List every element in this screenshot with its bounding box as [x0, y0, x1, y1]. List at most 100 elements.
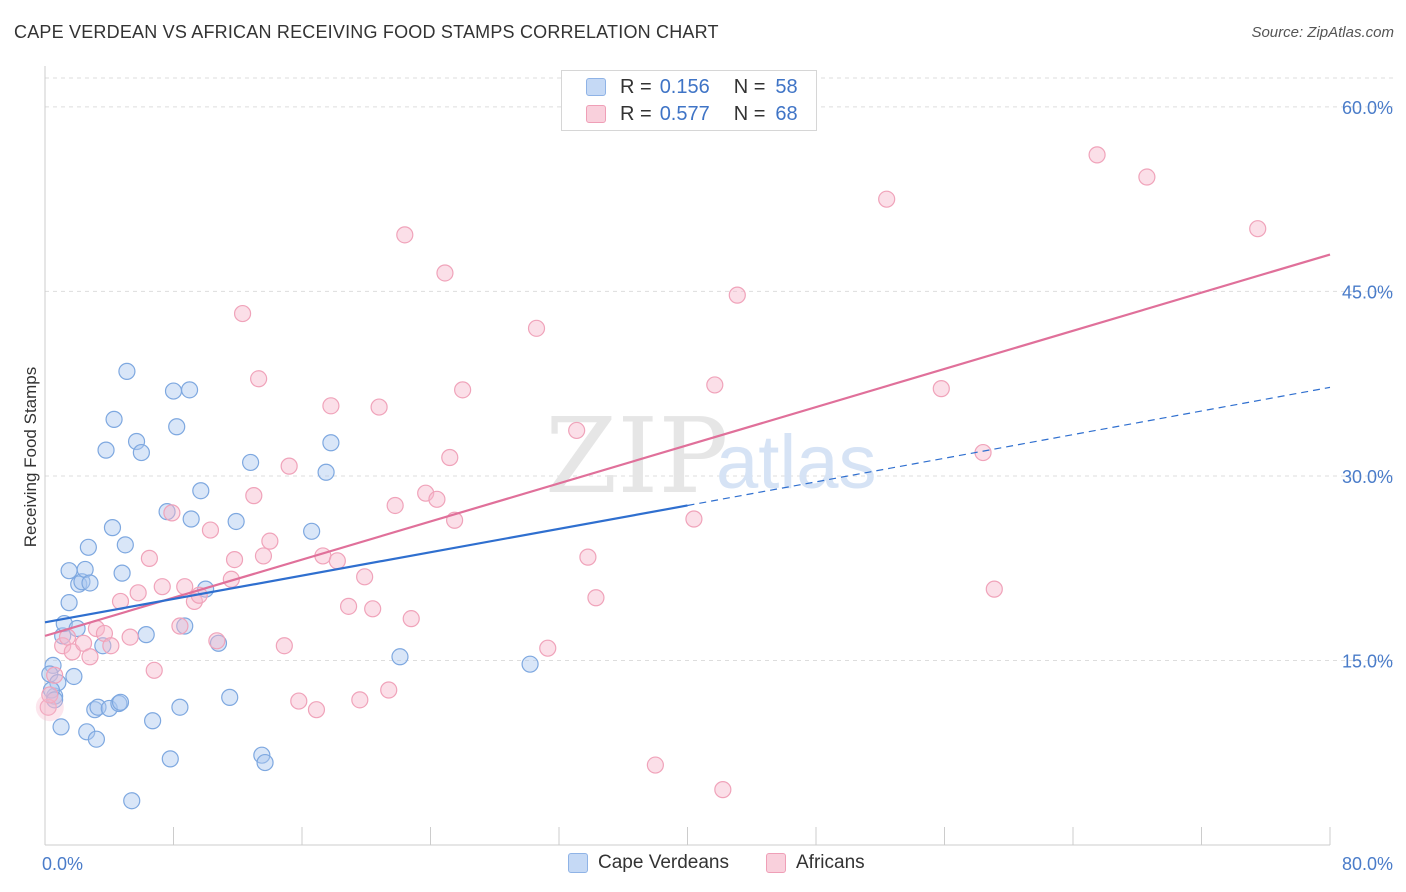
- african-point: [201, 521, 220, 539]
- cape-verdean-point: [76, 560, 94, 579]
- african-point: [322, 397, 340, 415]
- cape-verdean-point: [132, 443, 150, 462]
- african-point: [1088, 146, 1106, 164]
- african-point: [46, 666, 64, 684]
- african-point: [646, 756, 664, 774]
- y-tick-label: 15.0%: [1342, 651, 1393, 671]
- african-point: [539, 639, 557, 657]
- african-point: [370, 398, 388, 416]
- cape-verdean-trendline: [44, 504, 688, 624]
- bottom-legend-swatch-cape-verdeans: [568, 853, 588, 873]
- african-point: [685, 510, 703, 528]
- cape-verdean-point: [103, 519, 122, 537]
- african-point: [280, 457, 298, 475]
- cape-verdean-point: [60, 562, 78, 580]
- bottom-legend-cape-verdeans: Cape Verdeans: [568, 852, 729, 874]
- cape-verdean-point: [116, 536, 134, 554]
- axes: [44, 66, 1331, 846]
- cape-verdean-point: [521, 655, 539, 673]
- african-point: [527, 319, 546, 337]
- african-point: [1138, 168, 1156, 186]
- cape-verdean-point: [322, 434, 340, 452]
- african-point: [54, 637, 72, 655]
- african-point: [145, 661, 163, 679]
- x-tick-label: 0.0%: [42, 854, 83, 874]
- african-point: [386, 496, 404, 515]
- y-axis-label: Receiving Food Stamps: [21, 367, 40, 547]
- african-point: [568, 421, 586, 440]
- cape-verdean-point: [176, 617, 194, 635]
- african-point: [41, 686, 59, 704]
- african-point: [932, 380, 950, 398]
- cape-verdean-point: [113, 564, 131, 582]
- gridlines: [45, 77, 1394, 661]
- african-point: [39, 698, 57, 716]
- legend-swatch-cape-verdeans: [586, 78, 606, 96]
- african-point: [290, 692, 308, 710]
- legend-n-label: N =: [733, 75, 766, 98]
- african-point: [339, 597, 358, 615]
- cape-verdean-trendline-extension: [687, 386, 1331, 507]
- african-point: [102, 637, 120, 655]
- african-point: [364, 600, 382, 618]
- african-point: [81, 648, 99, 666]
- legend-row-africans: R = 0.577 N = 68: [586, 102, 798, 126]
- african-point: [153, 578, 171, 596]
- legend-row-cape-verdeans: R = 0.156 N = 58: [586, 75, 798, 99]
- cape-verdean-point: [87, 730, 106, 748]
- bottom-legend-africans: Africans: [766, 852, 865, 874]
- african-point: [356, 568, 374, 586]
- cape-verdean-point: [144, 712, 162, 730]
- african-point: [328, 552, 346, 570]
- african-point: [225, 551, 244, 569]
- bottom-legend-swatch-africans: [766, 853, 786, 873]
- bottom-legend-label: Africans: [796, 852, 865, 873]
- african-point: [254, 547, 273, 565]
- african-point: [1249, 220, 1267, 238]
- african-point: [261, 532, 279, 550]
- x-tick-label: 80.0%: [1342, 854, 1393, 874]
- cape-verdean-point: [221, 688, 239, 706]
- cape-verdean-point: [79, 538, 97, 556]
- y-tick-label: 60.0%: [1342, 98, 1393, 118]
- cape-verdean-point: [118, 362, 136, 380]
- cape-verdean-point: [171, 698, 189, 716]
- cape-verdean-point: [127, 432, 146, 451]
- african-point: [714, 781, 732, 799]
- cape-verdean-point: [192, 482, 210, 500]
- cape-verdean-point: [81, 574, 99, 592]
- legend-r-value: 0.577: [659, 102, 710, 125]
- cape-verdean-point: [317, 463, 335, 481]
- cape-verdean-point: [60, 594, 78, 612]
- cape-verdean-point: [105, 410, 123, 428]
- african-point: [307, 701, 326, 719]
- cape-verdean-point: [168, 418, 186, 436]
- legend-r-label: R =: [620, 75, 652, 98]
- cape-verdean-point: [180, 381, 199, 399]
- african-point: [728, 286, 746, 304]
- trendlines: [44, 253, 1331, 637]
- legend-r-value: 0.156: [659, 75, 710, 98]
- cape-verdean-points: [41, 362, 539, 810]
- african-point: [245, 487, 263, 505]
- legend-n-value: 68: [775, 102, 798, 125]
- cape-verdean-point: [161, 750, 179, 768]
- cape-verdean-point: [256, 753, 274, 772]
- african-point: [351, 691, 369, 709]
- cape-verdean-point: [227, 512, 245, 531]
- watermark-zip: ZIP: [545, 395, 728, 517]
- african-point: [171, 617, 189, 635]
- african-point: [436, 264, 454, 282]
- cape-verdean-point: [242, 453, 260, 472]
- african-point: [454, 381, 472, 399]
- african-point: [441, 448, 459, 467]
- legend: R = 0.156 N = 58 R = 0.577 N = 68: [561, 70, 817, 131]
- african-point: [380, 681, 398, 699]
- legend-n-label: N =: [733, 102, 766, 125]
- african-point: [208, 632, 226, 650]
- cape-verdean-point: [97, 441, 115, 459]
- african-point: [250, 370, 268, 388]
- source-label: Source: ZipAtlas.com: [1251, 24, 1394, 41]
- african-point: [985, 580, 1003, 598]
